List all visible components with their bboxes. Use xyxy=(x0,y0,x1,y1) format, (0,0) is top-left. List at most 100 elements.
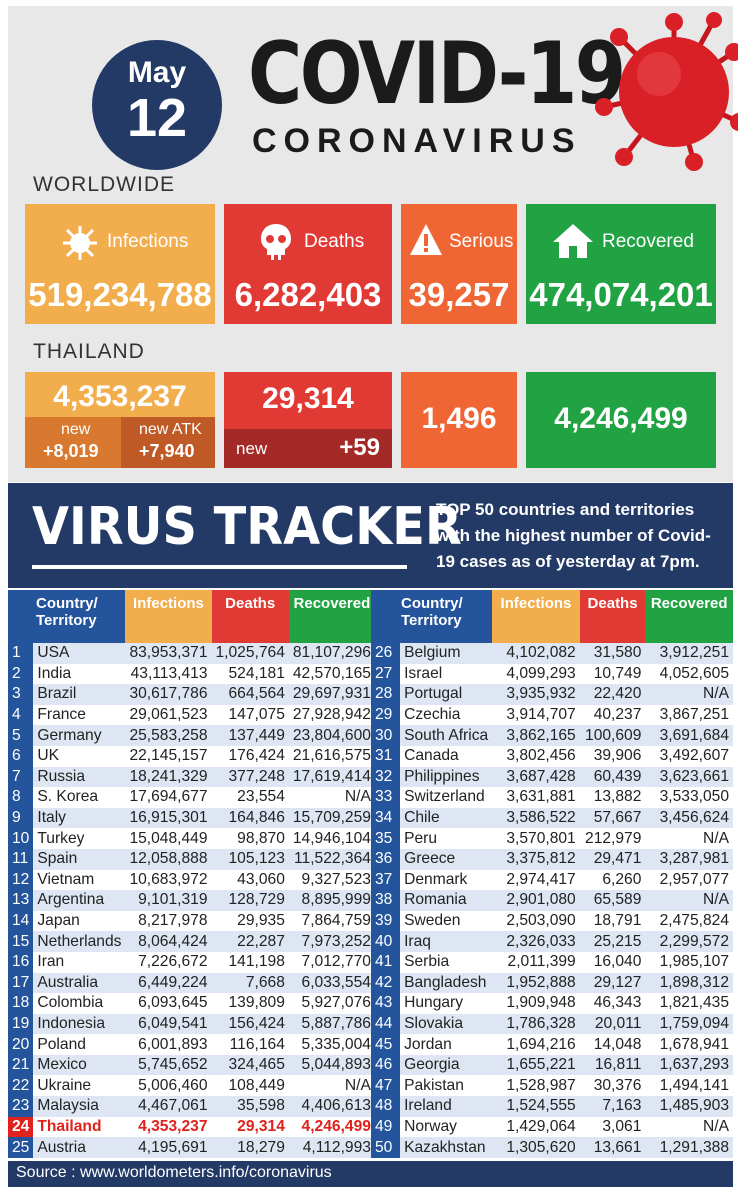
cell-country: Austria xyxy=(37,1138,86,1156)
cell-recovered: 17,619,414 xyxy=(292,767,371,785)
table-row: 47 Pakistan 1,528,987 30,376 1,494,141 xyxy=(371,1075,733,1097)
cell-deaths: 524,181 xyxy=(228,664,285,682)
table-row: 22 Ukraine 5,006,460 108,449 N/A xyxy=(8,1075,375,1097)
cell-country: S. Korea xyxy=(37,788,99,806)
recovered-label: Recovered xyxy=(602,231,694,252)
col-header-recovered: Recovered xyxy=(288,590,375,643)
table-row: 16 Iran 7,226,672 141,198 7,012,770 xyxy=(8,951,375,973)
cell-rank: 44 xyxy=(371,1013,401,1035)
cell-country: Belgium xyxy=(404,644,461,662)
cell-infections: 3,570,801 xyxy=(506,829,576,847)
cell-recovered: 1,485,903 xyxy=(659,1097,729,1115)
home-icon xyxy=(553,224,593,258)
cell-country: Romania xyxy=(404,891,467,909)
thailand-new-cell: new +8,019 xyxy=(25,417,121,468)
tracker-description: TOP 50 countries and territories with th… xyxy=(436,497,726,575)
col-header-infections: Infections xyxy=(492,590,580,643)
cell-rank: 16 xyxy=(8,951,34,973)
cell-deaths: 105,123 xyxy=(228,850,285,868)
cell-infections: 9,101,319 xyxy=(138,891,208,909)
cell-recovered: 7,973,252 xyxy=(301,932,371,950)
cell-rank: 7 xyxy=(8,766,34,788)
table-row: 12 Vietnam 10,683,972 43,060 9,327,523 xyxy=(8,869,375,891)
cell-infections: 8,217,978 xyxy=(138,912,208,930)
cell-recovered: 4,112,993 xyxy=(302,1138,371,1156)
cell-deaths: 116,164 xyxy=(229,1035,285,1053)
table-row: 20 Poland 6,001,893 116,164 5,335,004 xyxy=(8,1034,375,1055)
tracker-header: VIRUS TRACKER TOP 50 countries and terri… xyxy=(8,483,733,588)
infections-label: Infections xyxy=(107,231,189,252)
table-row: 26 Belgium 4,102,082 31,580 3,912,251 xyxy=(371,643,733,664)
date-badge: May 12 xyxy=(92,40,222,170)
cell-deaths: 13,661 xyxy=(593,1138,642,1156)
cell-deaths: 1,025,764 xyxy=(215,644,285,662)
cell-infections: 1,305,620 xyxy=(506,1138,576,1156)
cell-country: Hungary xyxy=(404,994,464,1012)
table-row: 45 Jordan 1,694,216 14,048 1,678,941 xyxy=(371,1034,733,1055)
table-row: 39 Sweden 2,503,090 18,791 2,475,824 xyxy=(371,910,733,932)
cell-country: Slovakia xyxy=(404,1014,464,1032)
cell-country: Israel xyxy=(404,664,443,682)
cell-deaths: 3,061 xyxy=(602,1117,642,1135)
cell-country: Denmark xyxy=(404,870,468,888)
cell-infections: 3,802,456 xyxy=(506,747,576,765)
cell-recovered: 3,492,607 xyxy=(659,747,729,765)
cell-infections: 7,226,672 xyxy=(138,953,208,971)
thailand-new-label: new xyxy=(61,421,91,438)
cell-recovered: 1,759,094 xyxy=(659,1014,729,1032)
thailand-new-value: +8,019 xyxy=(43,441,99,461)
cell-deaths: 6,260 xyxy=(602,870,642,888)
table-row: 14 Japan 8,217,978 29,935 7,864,759 xyxy=(8,910,375,932)
cell-recovered: N/A xyxy=(703,1117,729,1135)
cell-country: Indonesia xyxy=(37,1014,105,1032)
cell-deaths: 35,598 xyxy=(237,1097,285,1115)
cell-country: Netherlands xyxy=(37,932,122,950)
col-header-deaths: Deaths xyxy=(579,590,646,643)
cell-country: USA xyxy=(37,644,70,662)
cell-infections: 1,694,216 xyxy=(506,1035,576,1053)
cell-rank: 3 xyxy=(8,684,34,705)
cell-rank: 21 xyxy=(8,1054,34,1076)
worldwide-deaths-box: Deaths 6,282,403 xyxy=(224,204,392,324)
cell-deaths: 29,935 xyxy=(237,912,285,930)
cell-infections: 10,683,972 xyxy=(129,870,208,888)
cell-recovered: N/A xyxy=(344,1076,371,1094)
cell-infections: 6,049,541 xyxy=(138,1014,208,1032)
cell-infections: 5,745,652 xyxy=(138,1056,208,1074)
tracker-table-right: Country/ Territory Infections Deaths Rec… xyxy=(371,590,733,1158)
cell-rank: 24 xyxy=(8,1116,34,1138)
cell-recovered: 11,522,364 xyxy=(294,850,371,868)
cell-deaths: 57,667 xyxy=(593,809,642,827)
cell-deaths: 147,075 xyxy=(228,706,285,724)
table-row: 44 Slovakia 1,786,328 20,011 1,759,094 xyxy=(371,1013,733,1035)
cell-deaths: 31,580 xyxy=(593,644,642,662)
cell-deaths: 29,314 xyxy=(237,1117,285,1135)
cell-recovered: 1,494,141 xyxy=(659,1076,729,1094)
cell-deaths: 98,870 xyxy=(237,829,285,847)
cell-recovered: 1,678,941 xyxy=(659,1035,729,1053)
cell-deaths: 137,449 xyxy=(228,726,285,744)
cell-country: Japan xyxy=(37,912,80,930)
cell-country: Spain xyxy=(37,850,78,868)
cell-infections: 16,915,301 xyxy=(129,809,208,827)
cell-deaths: 128,729 xyxy=(228,891,285,909)
table-row: 18 Colombia 6,093,645 139,809 5,927,076 xyxy=(8,993,375,1014)
cell-country: UK xyxy=(37,747,60,765)
cell-infections: 3,914,707 xyxy=(506,706,576,724)
table-row: 5 Germany 25,583,258 137,449 23,804,600 xyxy=(8,725,375,746)
cell-country: Norway xyxy=(404,1117,457,1135)
cell-recovered: 7,012,770 xyxy=(301,953,371,971)
table-row: 7 Russia 18,241,329 377,248 17,619,414 xyxy=(8,766,375,788)
cell-recovered: 3,456,624 xyxy=(659,809,729,827)
table-row: 34 Chile 3,586,522 57,667 3,456,624 xyxy=(371,807,733,829)
table-row: 31 Canada 3,802,456 39,906 3,492,607 xyxy=(371,745,733,767)
cell-rank: 25 xyxy=(8,1137,34,1158)
table-row: 35 Peru 3,570,801 212,979 N/A xyxy=(371,828,733,849)
cell-rank: 6 xyxy=(8,745,34,767)
cell-infections: 2,901,080 xyxy=(506,891,576,909)
cell-rank: 15 xyxy=(8,931,34,952)
cell-deaths: 60,439 xyxy=(593,767,642,785)
cell-country: South Africa xyxy=(404,726,489,744)
cell-infections: 22,145,157 xyxy=(129,747,208,765)
worldwide-recovered-box: Recovered 474,074,201 xyxy=(526,204,716,324)
